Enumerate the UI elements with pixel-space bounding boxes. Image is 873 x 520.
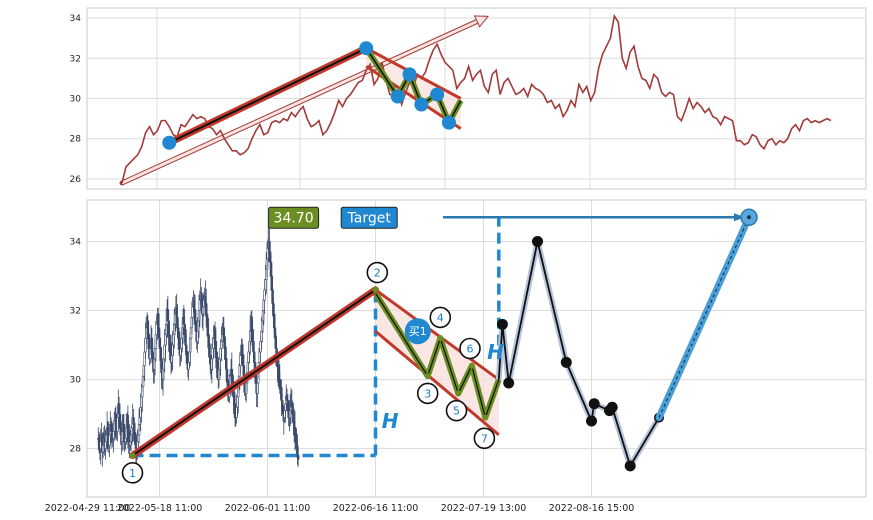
buy-marker: [404, 318, 431, 345]
wave-pivot-dot: [424, 373, 431, 380]
target-label-text: Target: [347, 210, 392, 226]
top-y-tick-label: 32: [70, 54, 81, 64]
x-tick-label: 2022-08-16 15:00: [549, 503, 635, 514]
top-y-tick-label: 26: [70, 175, 82, 185]
top-pivot-point: [162, 135, 177, 150]
top-panel: 26 28 30 32 34: [70, 7, 867, 190]
wave-label-text: 6: [467, 343, 474, 356]
future-path-point: [586, 415, 597, 427]
future-path-point: [606, 401, 618, 413]
top-price-line: [121, 13, 832, 184]
bottom-y-tick-label: 32: [70, 307, 81, 317]
top-y-tick-label: 30: [70, 95, 82, 105]
wave-pivot-dot: [455, 390, 462, 397]
top-projection-arrow-head: [473, 15, 490, 28]
future-path-point: [496, 318, 508, 330]
wave-pivot-dot: [129, 452, 136, 459]
target-price-text: 34.70: [274, 210, 314, 226]
candlestick-group: [97, 225, 300, 468]
bottom-wedge-lower-line: [374, 330, 500, 436]
top-y-tick-label: 28: [70, 135, 82, 145]
bottom-trend-line-black: [131, 288, 377, 457]
x-tick-label: 2022-07-19 13:00: [441, 503, 527, 514]
top-pivot-point: [390, 89, 405, 104]
wave-label-circle: [429, 306, 452, 329]
wave-pivot-dot: [437, 335, 444, 342]
wave-label-circle: [366, 261, 389, 284]
x-tick-label: 2022-06-01 11:00: [225, 503, 311, 514]
h-label-right: H: [487, 340, 504, 364]
target-line-dashed-core: [658, 217, 750, 418]
bottom-y-tick-label: 30: [70, 376, 82, 386]
candle-body: [297, 455, 300, 460]
top-pivot-point: [430, 87, 445, 102]
bottom-y-tick-label: 28: [70, 445, 82, 455]
top-trend-line-black: [168, 47, 367, 144]
top-pivot-point: [414, 97, 429, 112]
future-path-point: [588, 398, 600, 410]
wave-label-text: 2: [374, 267, 381, 280]
wave-label-text: 7: [481, 432, 488, 445]
top-y-tick-label: 34: [70, 14, 82, 24]
wave-label-circle: [473, 427, 496, 450]
wave-pivot-dot: [468, 362, 475, 369]
future-path-point: [560, 356, 572, 368]
future-path-point: [503, 377, 515, 389]
bottom-wedge-upper-line: [374, 288, 500, 381]
wave-label-text: 1: [129, 467, 136, 480]
x-tick-label: 2022-04-29 11:00: [45, 503, 131, 514]
future-path-point: [624, 460, 636, 472]
target-point-core: [747, 215, 751, 220]
top-projection-arrow-fill: [121, 16, 485, 185]
wave-pivot-dot: [482, 414, 489, 421]
target-price-badge: [268, 206, 320, 229]
x-tick-label: 2022-05-18 11:00: [117, 503, 203, 514]
target-label-badge: [340, 206, 398, 229]
future-path-point: [532, 235, 543, 247]
top-pivot-point: [441, 115, 456, 130]
top-pivot-point: [402, 67, 417, 82]
bottom-y-tick-label: 34: [70, 237, 82, 247]
wave-label-circle: [445, 399, 468, 422]
wave-label-text: 3: [424, 387, 431, 400]
wave-pivot-dot: [372, 286, 379, 293]
wave-label-circle: [121, 462, 144, 484]
x-tick-label: 2022-06-16 11:00: [333, 503, 419, 514]
buy-marker-label: 买1: [409, 325, 427, 338]
target-arrow-head: [734, 213, 745, 222]
wave-label-circle: [459, 337, 481, 360]
wave-label-text: 4: [437, 311, 444, 324]
wave-label-circle: [416, 382, 439, 405]
h-label-left: H: [382, 409, 399, 433]
top-pivot-point: [359, 41, 374, 56]
wave-label-text: 5: [453, 405, 460, 418]
